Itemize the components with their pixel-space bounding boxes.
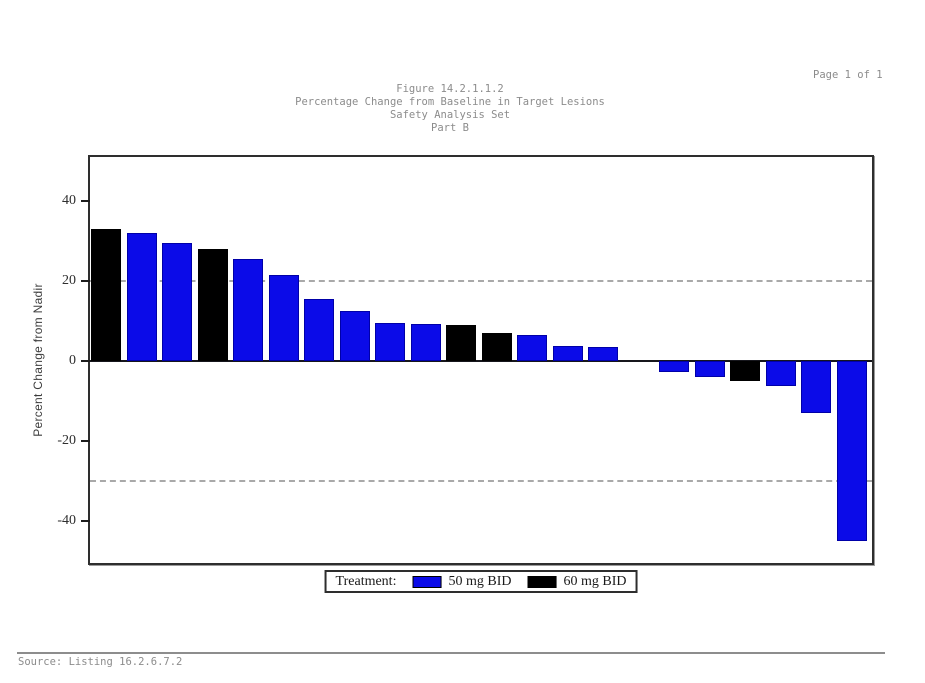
reference-line-20: [90, 280, 872, 282]
y-tick-0: [81, 360, 90, 362]
figure-titles: Figure 14.2.1.1.2 Percentage Change from…: [295, 83, 605, 135]
source-note: Source: Listing 16.2.6.7.2: [18, 656, 183, 668]
patient-bar-6: [268, 275, 299, 361]
patient-bar-7: [304, 299, 334, 361]
patient-bar-15: [588, 347, 618, 361]
y-tick-label-0: 0: [69, 353, 76, 368]
plot-area: 40 20 0 -20 -40: [57, 155, 874, 565]
patient-bar-20: [765, 361, 796, 386]
legend-entry-60mg: 60 mg BID: [563, 573, 627, 589]
patient-bar-18: [694, 361, 725, 377]
y-tick-40: [81, 200, 90, 202]
y-tick-label-40: 40: [62, 193, 76, 208]
patient-bar-21: [801, 361, 831, 413]
legend-title: Treatment:: [335, 573, 397, 589]
patient-bar-1: [91, 229, 121, 361]
y-tick-label-20: 20: [62, 273, 76, 288]
patient-bar-9: [375, 322, 405, 361]
treatment-legend: Treatment: 50 mg BID 60 mg BID: [324, 570, 638, 593]
patient-bar-12: [481, 333, 512, 361]
patient-bar-4: [197, 249, 228, 361]
patient-bar-17: [659, 361, 689, 373]
patient-bar-19: [730, 361, 760, 381]
patient-bar-22: [836, 361, 867, 541]
legend-swatch-50mg: [412, 575, 442, 588]
patient-bar-14: [552, 345, 583, 361]
patient-bar-2: [126, 233, 157, 361]
patient-bar-5: [233, 259, 263, 361]
page-number: Page 1 of 1: [813, 69, 883, 81]
figure-title: Percentage Change from Baseline in Targe…: [295, 96, 605, 108]
patient-bar-11: [446, 325, 476, 361]
reference-line--30: [90, 480, 872, 482]
patient-bar-10: [410, 323, 441, 361]
footer-divider: [17, 652, 885, 654]
y-tick-label--40: -40: [57, 513, 76, 528]
figure-number: Figure 14.2.1.1.2: [396, 83, 504, 95]
y-tick--40: [81, 520, 90, 522]
patient-bar-3: [162, 243, 192, 361]
legend-swatch-60mg: [527, 575, 557, 588]
patient-bar-8: [339, 311, 370, 361]
patient-bar-13: [517, 335, 547, 361]
legend-entry-50mg: 50 mg BID: [448, 573, 512, 589]
y-tick-label--20: -20: [57, 433, 76, 448]
y-tick-20: [81, 280, 90, 282]
analysis-set-subtitle: Safety Analysis Set: [389, 109, 511, 121]
y-tick--20: [81, 440, 90, 442]
study-part-subtitle: Part B: [431, 122, 469, 134]
zero-baseline: [90, 360, 872, 362]
